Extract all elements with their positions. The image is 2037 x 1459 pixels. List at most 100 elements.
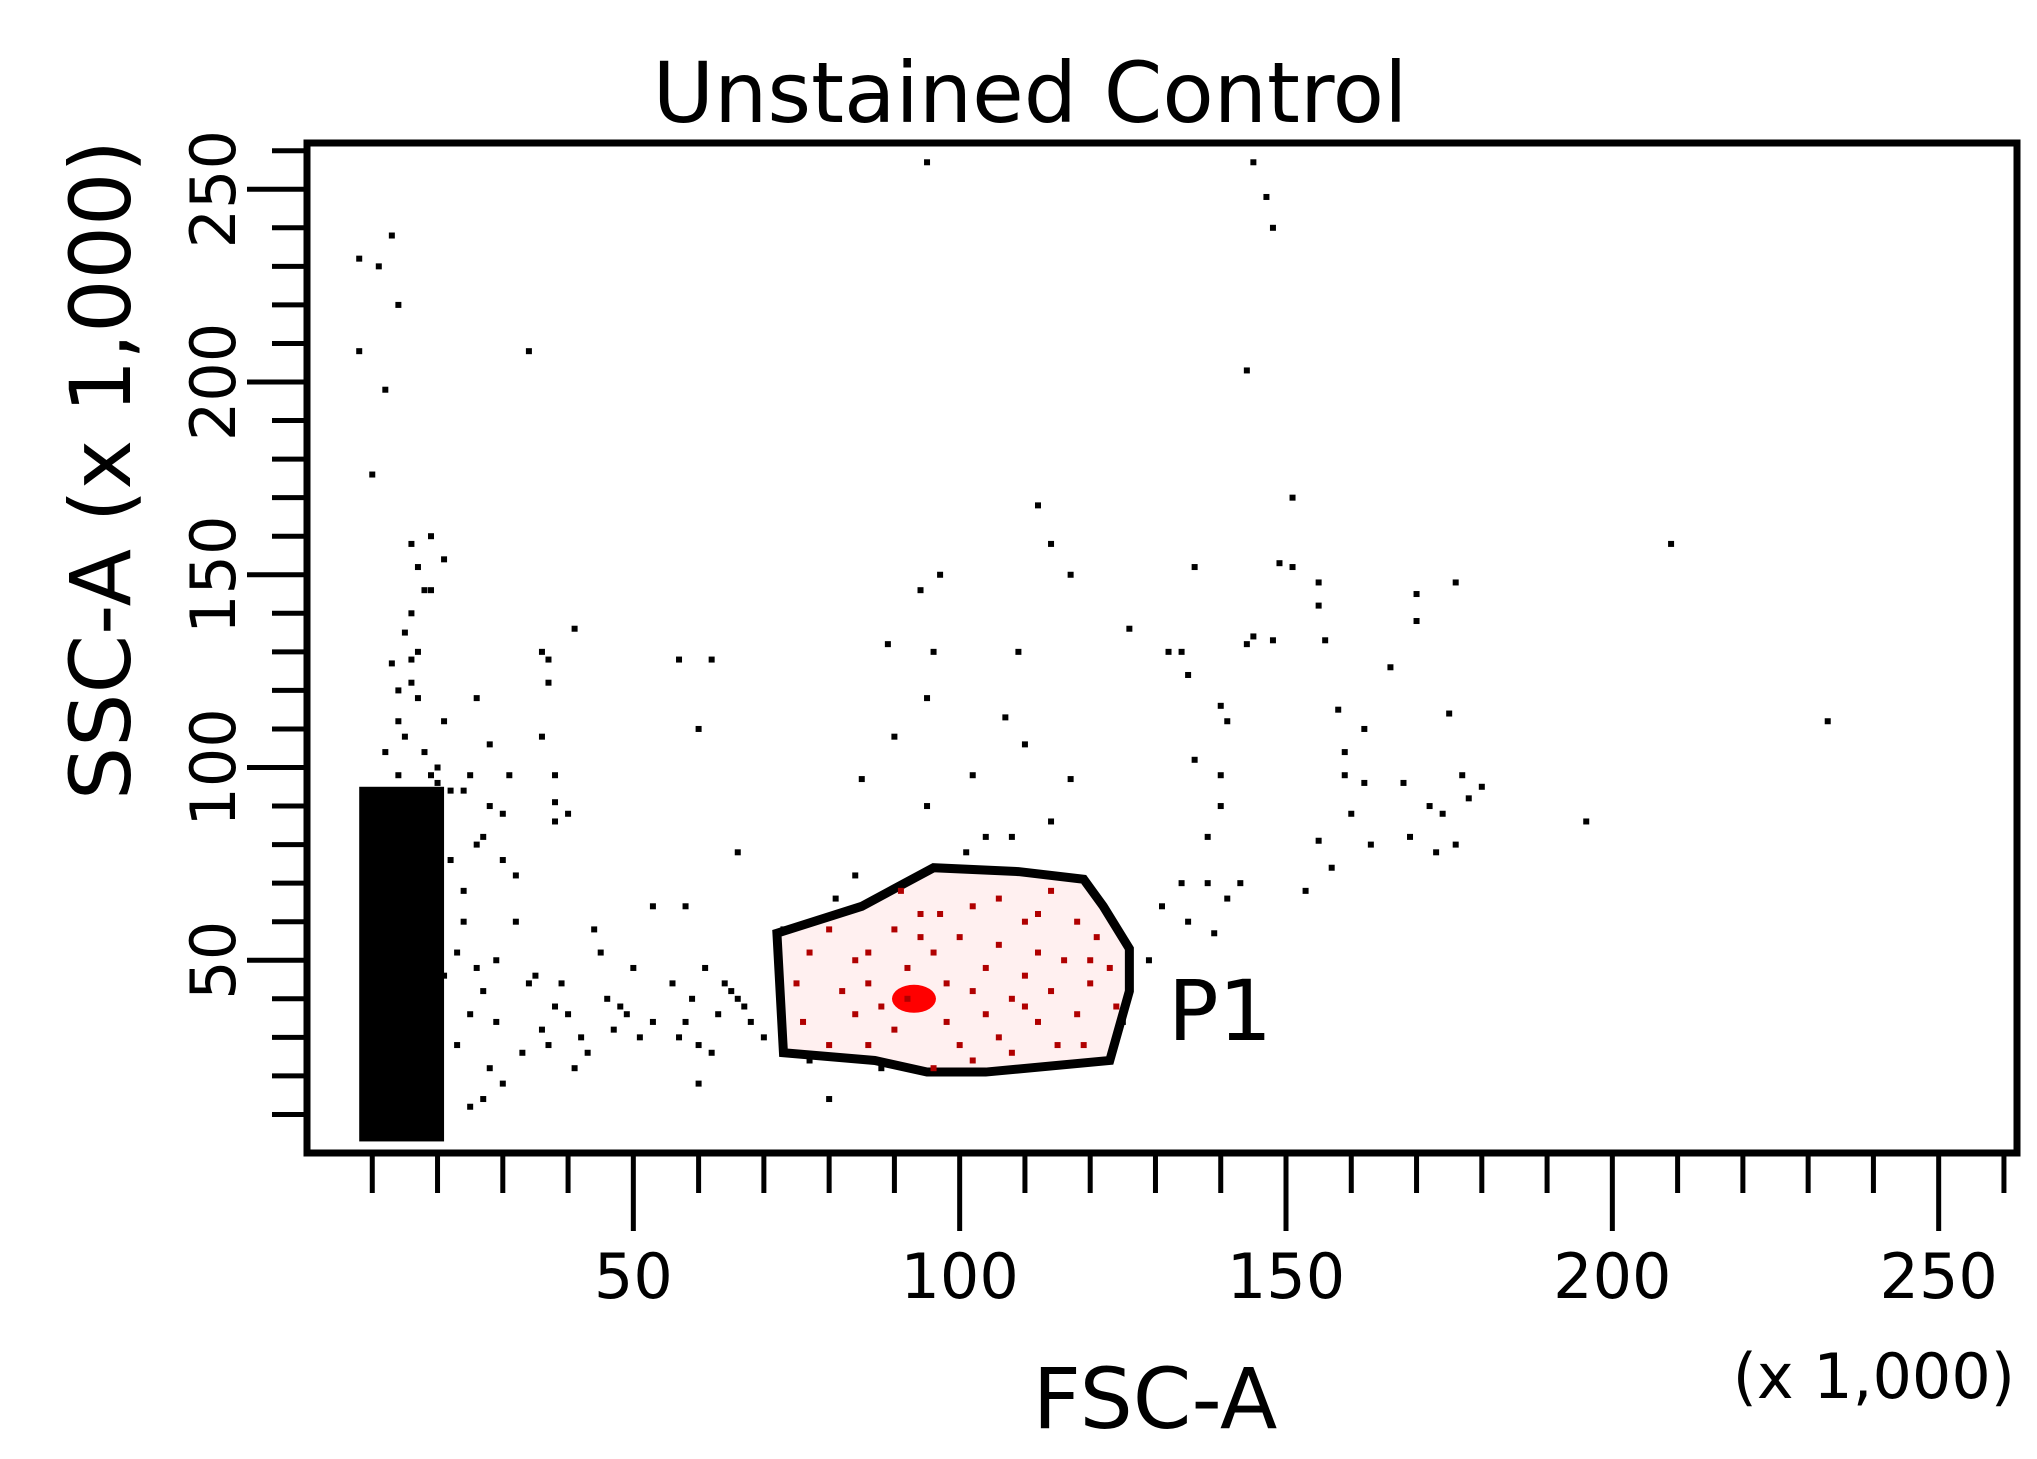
event-point-86 (682, 1018, 689, 1025)
event-point-204 (884, 641, 891, 648)
event-point-144 (1074, 918, 1081, 925)
event-point-228 (1289, 564, 1296, 571)
event-point-165 (943, 1018, 950, 1025)
event-point-65 (532, 972, 539, 979)
event-point-152 (1008, 1049, 1015, 1056)
event-point-207 (858, 776, 865, 783)
event-point-243 (1478, 783, 1485, 790)
event-point-174 (904, 964, 911, 971)
gate-p1-polygon (772, 863, 1134, 1077)
event-point-60 (473, 695, 480, 702)
y-axis: 50 100 150 200 250 (177, 130, 307, 1117)
x-axis-label: FSC-A (1033, 1350, 1278, 1448)
event-point-184 (982, 964, 989, 971)
event-point-177 (839, 988, 846, 995)
event-point-265 (1668, 540, 1675, 547)
event-point-227 (1276, 560, 1283, 567)
event-point-139 (969, 903, 976, 910)
event-point-260 (1217, 772, 1224, 779)
event-point-25 (401, 629, 408, 636)
event-point-145 (1093, 934, 1100, 941)
event-point-4 (401, 980, 408, 987)
event-point-131 (382, 795, 389, 802)
y-tick-label-200: 200 (177, 323, 250, 441)
event-point-91 (728, 988, 735, 995)
event-point-232 (1341, 749, 1348, 756)
event-point-27 (421, 587, 428, 594)
gated-core-density (891, 984, 936, 1013)
event-point-233 (1341, 772, 1348, 779)
event-point-17 (401, 934, 408, 941)
event-point-150 (1080, 1042, 1087, 1049)
events-layer (356, 159, 1831, 1110)
event-point-12 (434, 1003, 441, 1010)
event-point-138 (937, 910, 944, 917)
event-point-61 (499, 810, 506, 817)
event-point-10 (362, 1072, 369, 1079)
y-axis-label: SSC-A (x 1,000) (52, 140, 150, 800)
event-point-50 (499, 1080, 506, 1087)
event-point-151 (1054, 1042, 1061, 1049)
event-point-15 (421, 872, 428, 879)
event-point-1 (421, 949, 428, 956)
event-point-52 (467, 1103, 474, 1110)
event-point-247 (1452, 841, 1459, 848)
event-point-186 (943, 980, 950, 987)
event-point-217 (1067, 776, 1074, 783)
event-point-146 (1106, 964, 1113, 971)
event-point-32 (441, 718, 448, 725)
event-point-196 (1243, 367, 1250, 374)
event-point-269 (1237, 880, 1244, 887)
event-point-85 (676, 1034, 683, 1041)
event-point-77 (604, 995, 611, 1002)
event-point-105 (565, 810, 572, 817)
event-point-220 (1178, 648, 1185, 655)
event-point-113 (806, 1057, 813, 1064)
event-point-72 (578, 1034, 585, 1041)
event-point-45 (460, 887, 467, 894)
event-point-94 (760, 1034, 767, 1041)
x-tick-label-50: 50 (594, 1240, 673, 1313)
event-point-42 (480, 988, 487, 995)
event-point-203 (930, 648, 937, 655)
x-tick-label-200: 200 (1553, 1240, 1671, 1313)
event-point-102 (545, 679, 552, 686)
event-point-221 (1185, 671, 1192, 678)
event-point-251 (1328, 864, 1335, 871)
event-point-158 (793, 980, 800, 987)
y-tick-label-100: 100 (177, 708, 250, 826)
event-point-125 (408, 540, 415, 547)
event-point-211 (1048, 818, 1055, 825)
event-point-82 (636, 1034, 643, 1041)
event-point-198 (1034, 502, 1041, 509)
event-point-266 (1824, 718, 1831, 725)
event-point-55 (512, 918, 519, 925)
event-point-26 (408, 610, 415, 617)
event-point-168 (1048, 988, 1055, 995)
event-point-134 (832, 895, 839, 902)
event-point-22 (414, 695, 421, 702)
event-point-270 (1204, 833, 1211, 840)
event-point-239 (1413, 618, 1420, 625)
event-point-44 (486, 1065, 493, 1072)
event-point-183 (930, 949, 937, 956)
event-point-129 (434, 764, 441, 771)
event-point-170 (1034, 949, 1041, 956)
event-point-51 (480, 1096, 487, 1103)
event-point-157 (800, 1018, 807, 1025)
event-point-193 (1250, 159, 1257, 166)
event-point-79 (617, 1003, 624, 1010)
event-point-259 (1217, 803, 1224, 810)
event-point-231 (1335, 706, 1342, 713)
event-point-153 (969, 1057, 976, 1064)
event-point-73 (584, 1049, 591, 1056)
event-point-256 (1185, 918, 1192, 925)
event-point-210 (1021, 741, 1028, 748)
event-point-48 (460, 787, 467, 794)
event-point-54 (499, 857, 506, 864)
event-point-33 (395, 718, 402, 725)
event-point-99 (552, 772, 559, 779)
event-point-41 (467, 1011, 474, 1018)
event-point-74 (591, 926, 598, 933)
event-point-112 (780, 926, 787, 933)
